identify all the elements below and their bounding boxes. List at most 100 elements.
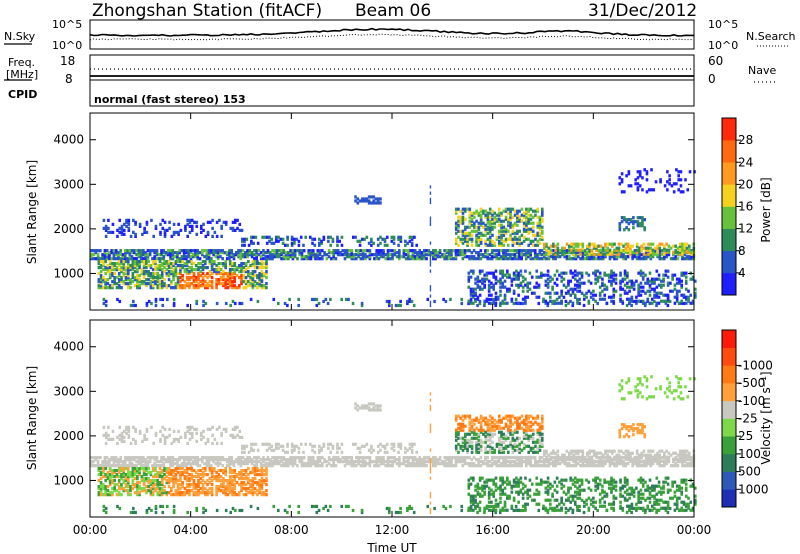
power-cell: [459, 249, 462, 253]
velocity-cell: [145, 485, 148, 489]
power-cell: [513, 221, 517, 225]
power-cell: [334, 251, 338, 255]
power-cell: [316, 257, 320, 261]
power-cell: [515, 269, 518, 273]
power-cell: [495, 219, 499, 223]
velocity-cell: [123, 456, 127, 460]
power-cell: [406, 299, 409, 304]
power-cell: [621, 287, 625, 291]
power-cell: [188, 270, 191, 274]
power-cell: [538, 223, 542, 227]
power-cell: [275, 253, 279, 257]
power-cell: [518, 219, 521, 223]
power-cell: [217, 270, 221, 274]
power-cell: [238, 228, 242, 232]
power-cell: [478, 299, 482, 304]
velocity-cell: [207, 460, 211, 464]
velocity-cell: [111, 472, 114, 477]
power-cell: [124, 278, 128, 282]
power-cell: [311, 255, 315, 259]
power-cell: [475, 243, 478, 247]
velocity-cell: [130, 462, 134, 466]
velocity-cell: [280, 460, 283, 464]
power-cell: [224, 284, 227, 288]
velocity-cell: [160, 483, 164, 487]
velocity-cell: [158, 466, 162, 471]
velocity-cell: [231, 479, 234, 483]
velocity-cell: [147, 489, 150, 493]
power-cell: [262, 249, 265, 253]
power-cell: [468, 237, 472, 241]
power-cell: [176, 278, 180, 282]
power-cell: [309, 257, 313, 261]
velocity-cell: [348, 462, 351, 466]
power-cell: [113, 263, 117, 268]
velocity-cell: [167, 460, 170, 464]
power-cell: [461, 241, 465, 245]
velocity-cell: [129, 441, 133, 445]
velocity-cell: [265, 477, 268, 481]
power-cell: [681, 248, 684, 252]
power-cell: [196, 253, 200, 257]
power-cell: [158, 265, 162, 270]
power-cell: [291, 255, 295, 259]
power-cell: [513, 231, 517, 235]
power-cell: [555, 291, 559, 295]
power-cell: [592, 255, 596, 259]
power-cell: [195, 299, 199, 304]
velocity-cell: [233, 483, 237, 487]
velocity-cell: [658, 460, 662, 464]
velocity-cell: [239, 460, 243, 464]
velocity-cell: [150, 425, 153, 429]
power-cell: [564, 303, 568, 308]
power-cell: [164, 251, 168, 255]
power-cell: [282, 257, 286, 261]
power-cell: [290, 243, 294, 247]
power-cell: [624, 250, 628, 254]
power-cell: [102, 263, 105, 268]
power-cell: [463, 231, 467, 235]
power-cell: [528, 287, 532, 291]
velocity-cell: [253, 456, 256, 460]
power-cell: [635, 242, 639, 246]
velocity-cell: [174, 477, 178, 481]
power-cell: [620, 220, 624, 224]
power-cell: [108, 259, 112, 264]
power-cell: [154, 299, 158, 304]
power-cell: [256, 299, 260, 304]
power-cell: [571, 289, 575, 293]
velocity-cell: [479, 460, 483, 464]
power-cell: [533, 285, 536, 289]
power-cell: [680, 299, 684, 303]
velocity-cell: [388, 460, 392, 464]
velocity-cell: [117, 466, 121, 471]
power-cell: [489, 297, 493, 302]
velocity-cell: [126, 456, 129, 460]
power-cell: [479, 253, 483, 257]
velocity-cell: [152, 441, 156, 445]
power-cell: [494, 269, 498, 273]
power-cell: [224, 278, 227, 282]
power-cell: [251, 284, 255, 288]
power-cell: [123, 257, 127, 261]
power-cell: [210, 280, 214, 284]
power-cell: [247, 272, 250, 276]
velocity-cell: [298, 458, 301, 462]
velocity-cell: [438, 456, 442, 460]
power-cell: [524, 253, 528, 257]
power-cell: [644, 281, 647, 285]
power-cell: [262, 286, 266, 290]
velocity-cell: [206, 489, 209, 493]
power-cell: [407, 255, 410, 259]
velocity-cell: [196, 456, 200, 460]
velocity-cell: [185, 466, 189, 471]
power-cell: [388, 249, 392, 253]
power-cell: [226, 278, 230, 282]
power-cell: [511, 249, 514, 253]
power-cell: [682, 293, 686, 297]
power-cell: [635, 279, 638, 283]
power-cell: [571, 291, 575, 295]
power-cell: [158, 286, 162, 290]
power-cell: [134, 234, 137, 238]
power-cell: [459, 253, 462, 257]
